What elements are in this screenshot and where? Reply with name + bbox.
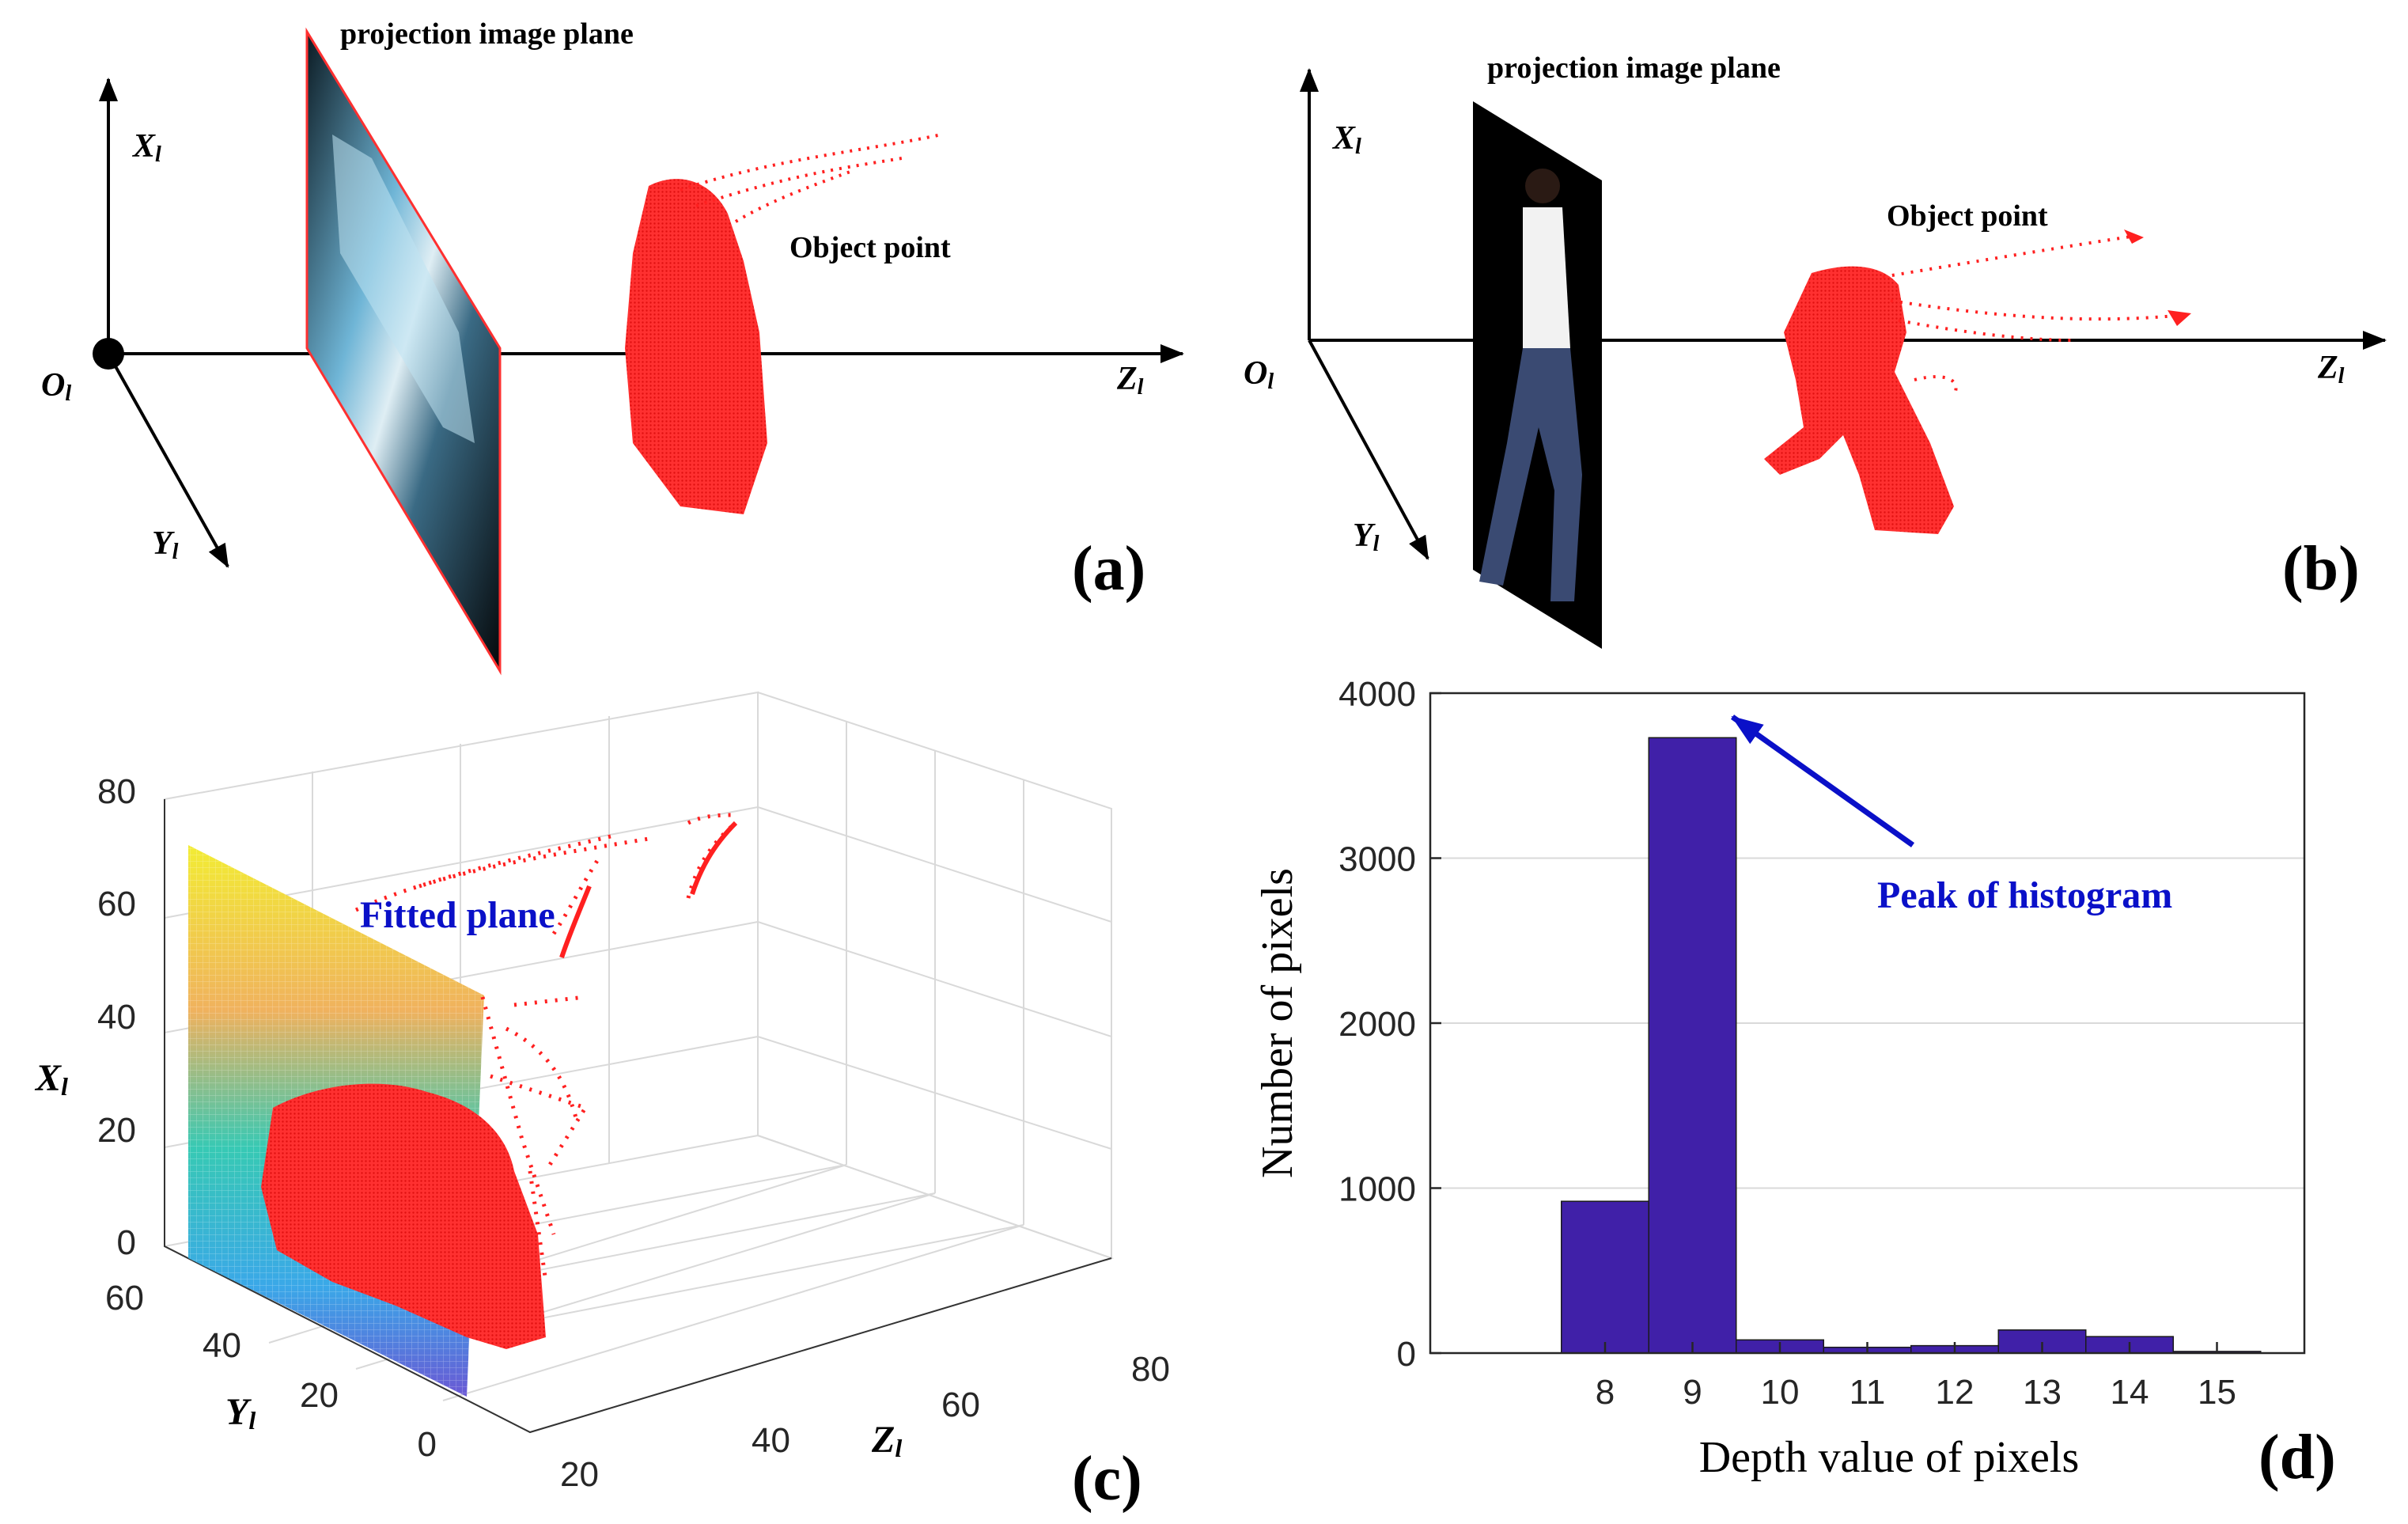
object-point-cloud-a bbox=[625, 179, 767, 515]
z-tick-c-3: 80 bbox=[1131, 1350, 1170, 1389]
object-label-b: Object point bbox=[1887, 199, 2048, 233]
peak-annotation: Peak of histogram bbox=[1877, 874, 2172, 916]
x-ticks-d: 8 9 10 11 12 13 14 15 bbox=[1596, 1342, 2236, 1412]
axis-y-label-a: Yl bbox=[152, 525, 179, 564]
axis-z-label-b: Zl bbox=[2317, 350, 2345, 389]
panel-c: Fitted plane 0 20 40 60 80 0 20 40 60 20… bbox=[34, 691, 1170, 1514]
panel-a: projection image plane Object point Xl O… bbox=[41, 17, 1184, 676]
axis-y-label-c: Yl bbox=[225, 1391, 256, 1435]
y-tick-c-0: 0 bbox=[418, 1425, 437, 1464]
x-tick-labels-c: 0 20 40 60 80 bbox=[97, 772, 136, 1262]
z-tick-labels-c: 20 40 60 80 bbox=[560, 1350, 1170, 1494]
object-trail-a bbox=[680, 133, 942, 223]
axis-x-label-b: Xl bbox=[1331, 120, 1361, 159]
peak-arrow bbox=[1730, 715, 1915, 847]
x-tick-label-13: 13 bbox=[2023, 1373, 2062, 1412]
x-axis-label-d: Depth value of pixels bbox=[1699, 1433, 2080, 1482]
axis-lines-c bbox=[164, 799, 1112, 1434]
y-tick-label-0: 0 bbox=[1397, 1335, 1416, 1374]
panel-label-d: (d) bbox=[2258, 1423, 2336, 1492]
x-tick-label-15: 15 bbox=[2198, 1373, 2236, 1412]
object-trail-b bbox=[1882, 234, 2184, 396]
x-tick-label-12: 12 bbox=[1936, 1373, 1974, 1412]
y-tick-label-2000: 2000 bbox=[1338, 1005, 1416, 1044]
walking-person-image bbox=[1479, 169, 1582, 601]
y-tick-label-1000: 1000 bbox=[1338, 1170, 1416, 1209]
x-tick-label-11: 11 bbox=[1850, 1373, 1886, 1412]
plane-label-a: projection image plane bbox=[340, 17, 634, 51]
bar-8 bbox=[1561, 1200, 1649, 1354]
x-tick-c-1: 20 bbox=[97, 1111, 136, 1150]
x-tick-c-3: 60 bbox=[97, 885, 136, 923]
x-tick-c-0: 0 bbox=[117, 1223, 136, 1262]
axis-y-label-b: Yl bbox=[1353, 517, 1380, 556]
panel-d: 0 1000 2000 3000 4000 8 9 10 11 12 13 14 15 Number … bbox=[1253, 675, 2336, 1492]
fitted-plane-label: Fitted plane bbox=[360, 894, 555, 936]
x-tick-label-8: 8 bbox=[1596, 1373, 1615, 1412]
axis-y-a bbox=[107, 353, 229, 568]
object-point-cloud-c bbox=[261, 1083, 546, 1349]
origin-label-b: Ol bbox=[1244, 355, 1274, 394]
x-tick-c-2: 40 bbox=[97, 998, 136, 1037]
origin-label-a: Ol bbox=[41, 367, 71, 406]
object-curve-c2 bbox=[690, 821, 738, 895]
panel-label-a: (a) bbox=[1072, 534, 1145, 604]
origin-dot-a bbox=[93, 338, 124, 370]
y-axis-label-d: Number of pixels bbox=[1253, 868, 1302, 1178]
panel-label-b: (b) bbox=[2282, 534, 2360, 604]
axis-z-label-a: Zl bbox=[1116, 361, 1144, 400]
object-label-a: Object point bbox=[789, 231, 951, 264]
axis-z-label-c: Zl bbox=[871, 1419, 902, 1462]
panel-label-c: (c) bbox=[1072, 1444, 1142, 1514]
y-tick-label-4000: 4000 bbox=[1338, 675, 1416, 714]
object-point-cloud-b bbox=[1764, 266, 1954, 534]
x-tick-label-14: 14 bbox=[2111, 1373, 2149, 1412]
axis-x-label-c: Xl bbox=[34, 1057, 68, 1101]
axis-y-b bbox=[1308, 339, 1429, 560]
y-tick-c-2: 40 bbox=[203, 1326, 241, 1365]
chart-grid-d bbox=[1430, 857, 2304, 1189]
bar-9 bbox=[1648, 737, 1737, 1354]
image-highlight-a bbox=[332, 135, 475, 443]
x-tick-c-4: 80 bbox=[97, 772, 136, 811]
z-tick-c-2: 60 bbox=[941, 1386, 980, 1424]
panel-b: projection image plane Object point Xl O… bbox=[1244, 51, 2387, 649]
y-tick-labels-c: 0 20 40 60 bbox=[105, 1279, 437, 1464]
y-tick-c-1: 20 bbox=[300, 1376, 339, 1415]
object-tip-b2 bbox=[2168, 310, 2191, 326]
x-tick-label-10: 10 bbox=[1761, 1373, 1800, 1412]
y-tick-c-3: 60 bbox=[105, 1279, 144, 1317]
object-curve-c1 bbox=[559, 885, 592, 958]
y-ticks-d: 0 1000 2000 3000 4000 bbox=[1338, 675, 1441, 1374]
x-tick-label-9: 9 bbox=[1683, 1373, 1702, 1412]
axis-x-label-a: Xl bbox=[131, 128, 161, 167]
z-tick-c-1: 40 bbox=[752, 1421, 790, 1460]
y-tick-label-3000: 3000 bbox=[1338, 840, 1416, 879]
object-tip-b1 bbox=[2124, 229, 2144, 244]
plane-label-b: projection image plane bbox=[1487, 51, 1781, 85]
z-tick-c-0: 20 bbox=[560, 1455, 599, 1494]
chart-bars-d bbox=[1561, 737, 2262, 1354]
